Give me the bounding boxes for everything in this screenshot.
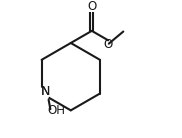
Text: N: N [41, 85, 50, 98]
Text: OH: OH [47, 104, 65, 117]
Text: N: N [41, 85, 50, 98]
Text: O: O [87, 0, 96, 13]
Text: O: O [104, 38, 113, 51]
